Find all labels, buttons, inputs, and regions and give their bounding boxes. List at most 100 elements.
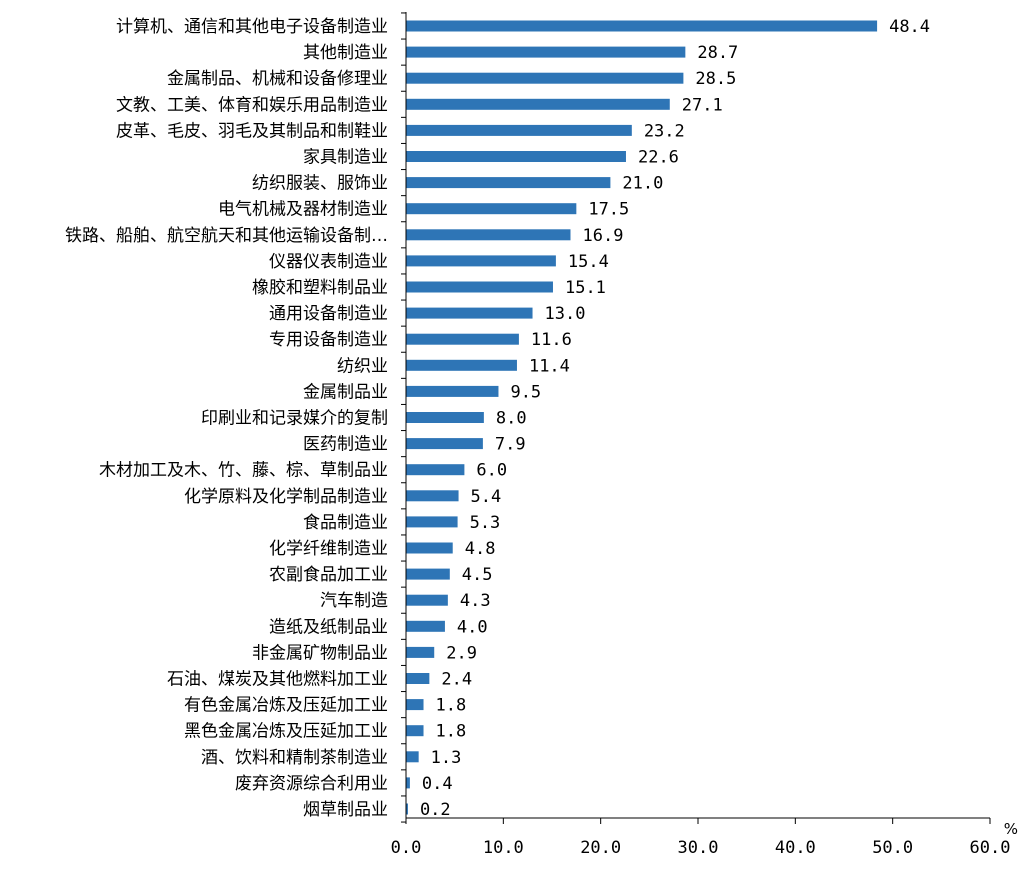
category-label: 皮革、毛皮、羽毛及其制品和制鞋业 [116,121,388,141]
category-label: 烟草制品业 [303,800,388,820]
bar [406,699,424,711]
bar [406,438,483,450]
bar [406,803,408,815]
x-tick-label: 50.0 [872,838,913,858]
x-tick-label: 20.0 [580,838,621,858]
value-label: 13.0 [545,304,586,324]
bar [406,255,556,267]
category-label: 造纸及纸制品业 [269,617,388,637]
category-labels-group: 计算机、通信和其他电子设备制造业其他制造业金属制品、机械和设备修理业文教、工美、… [65,17,388,820]
category-label: 通用设备制造业 [269,304,388,324]
value-label: 4.8 [465,539,496,559]
category-label: 文教、工美、体育和娱乐用品制造业 [116,95,388,115]
category-label: 电气机械及器材制造业 [218,200,388,220]
bar [406,229,571,241]
bar [406,177,611,189]
value-label: 5.3 [470,513,501,533]
category-label: 医药制造业 [303,435,388,455]
bar [406,751,419,763]
category-label: 非金属矿物制品业 [252,643,388,663]
bar [406,568,450,580]
category-label: 黑色金属冶炼及压延加工业 [184,722,388,742]
category-label: 汽车制造 [320,591,388,611]
category-label: 有色金属冶炼及压延加工业 [184,696,388,716]
value-label: 4.0 [457,617,488,637]
bar [406,98,670,110]
category-label: 金属制品业 [303,382,388,402]
value-label: 6.0 [476,461,507,481]
category-label: 其他制造业 [303,43,388,63]
value-label: 28.7 [697,43,738,63]
category-label: 废弃资源综合利用业 [235,774,388,794]
value-label: 11.6 [531,330,572,350]
bars-group [406,20,878,815]
category-label: 家具制造业 [303,148,388,168]
category-label: 计算机、通信和其他电子设备制造业 [116,17,388,37]
value-label: 28.5 [695,69,736,89]
bar [406,333,519,345]
bar [406,490,459,502]
value-label: 4.5 [462,565,493,585]
x-tick-label: 30.0 [678,838,719,858]
bar [406,20,878,32]
value-label: 22.6 [638,148,679,168]
value-label: 7.9 [495,435,526,455]
value-label: 1.3 [431,748,462,768]
bar [406,72,684,84]
value-label: 5.4 [471,487,502,507]
value-label: 21.0 [622,174,663,194]
category-label: 木材加工及木、竹、藤、棕、草制品业 [99,461,388,481]
bar [406,620,445,632]
category-label: 食品制造业 [303,513,388,533]
value-label: 0.4 [422,774,453,794]
x-tick-label: 10.0 [483,838,524,858]
bar [406,412,484,423]
x-axis-unit-label: % [1004,820,1018,838]
value-labels-group: 48.4 28.7 28.5 27.1 23.2 22.6 21.0 17.5 16.9 15.4… [420,17,930,820]
bar [406,281,553,293]
value-label: 17.5 [588,200,629,220]
x-tick-label: 0.0 [391,838,422,858]
bar [406,124,632,136]
value-label: 4.3 [460,591,491,611]
bar [406,151,626,162]
value-label: 1.8 [436,696,467,716]
bar [406,646,435,658]
axes-group: 0.0 10.0 20.0 30.0 40.0 50.0 60.0 [391,12,1011,858]
value-label: 2.4 [441,670,472,690]
value-label: 16.9 [582,226,623,246]
category-label: 橡胶和塑料制品业 [252,278,388,298]
category-label: 石油、煤炭及其他燃料加工业 [167,670,388,690]
category-label: 化学原料及化学制品制造业 [184,487,388,507]
bar [406,464,465,476]
x-tick-label: 60.0 [970,838,1011,858]
value-label: 0.2 [420,800,451,820]
bar [406,359,517,371]
value-label: 23.2 [644,121,685,141]
bar [406,777,410,789]
value-label: 9.5 [510,382,541,402]
bar [406,385,499,397]
category-label: 铁路、船舶、航空航天和其他运输设备制… [65,226,388,246]
category-label: 专用设备制造业 [269,330,388,350]
value-label: 8.0 [496,409,527,429]
bar [406,542,453,554]
bar [406,673,430,684]
value-label: 27.1 [682,95,723,115]
bar [406,203,577,215]
value-label: 15.4 [568,252,609,272]
bar [406,516,458,528]
category-label: 印刷业和记录媒介的复制 [201,409,388,429]
bar [406,594,448,606]
category-label: 纺织服装、服饰业 [252,174,388,194]
category-label: 金属制品、机械和设备修理业 [167,69,388,89]
bar [406,46,686,58]
category-label: 纺织业 [337,356,388,376]
bar [406,725,424,737]
x-tick-label: 40.0 [775,838,816,858]
category-label: 酒、饮料和精制茶制造业 [201,748,388,768]
value-label: 11.4 [529,356,570,376]
value-label: 15.1 [565,278,606,298]
bar [406,307,533,319]
